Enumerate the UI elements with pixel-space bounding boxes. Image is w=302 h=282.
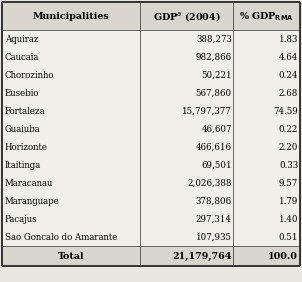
Text: Total: Total	[58, 252, 84, 261]
Bar	[2, 210, 300, 228]
Text: Guaiuba: Guaiuba	[5, 125, 40, 134]
Text: Maracanau: Maracanau	[5, 179, 53, 188]
Text: 2,026,388: 2,026,388	[187, 179, 232, 188]
Text: 0.22: 0.22	[279, 125, 298, 134]
Text: 1.40: 1.40	[278, 215, 298, 224]
Text: 50,221: 50,221	[201, 71, 232, 80]
Text: Municipalities: Municipalities	[33, 12, 109, 21]
Bar	[2, 48, 300, 66]
Bar	[2, 246, 300, 266]
Text: 2.20: 2.20	[279, 143, 298, 152]
Text: 21,179,764: 21,179,764	[172, 252, 232, 261]
Bar	[2, 2, 300, 30]
Text: 297,314: 297,314	[196, 215, 232, 224]
Bar	[2, 266, 300, 280]
Text: 388,273: 388,273	[196, 35, 232, 44]
Bar	[2, 138, 300, 156]
Text: Caucaia: Caucaia	[5, 53, 39, 62]
Bar	[2, 174, 300, 192]
Text: 4.64: 4.64	[279, 53, 298, 62]
Text: 2.68: 2.68	[279, 89, 298, 98]
Bar	[2, 156, 300, 174]
Text: Horizonte: Horizonte	[5, 143, 48, 152]
Text: 378,806: 378,806	[196, 197, 232, 206]
Bar	[2, 120, 300, 138]
Text: 466,616: 466,616	[196, 143, 232, 152]
Bar	[2, 192, 300, 210]
Text: Pacajus: Pacajus	[5, 215, 37, 224]
Text: 69,501: 69,501	[201, 161, 232, 170]
Bar	[2, 30, 300, 48]
Text: Maranguape: Maranguape	[5, 197, 59, 206]
Text: 100.0: 100.0	[268, 252, 298, 261]
Text: 982,866: 982,866	[196, 53, 232, 62]
Text: Eusebio: Eusebio	[5, 89, 39, 98]
Text: 1.79: 1.79	[279, 197, 298, 206]
Text: 107,935: 107,935	[196, 233, 232, 242]
Text: 0.33: 0.33	[279, 161, 298, 170]
Text: 1.83: 1.83	[279, 35, 298, 44]
Bar	[2, 102, 300, 120]
Text: 567,860: 567,860	[196, 89, 232, 98]
Text: 15,797,377: 15,797,377	[182, 107, 232, 116]
Text: Chorozinho: Chorozinho	[5, 71, 54, 80]
Text: 74.59: 74.59	[273, 107, 298, 116]
Text: Fortaleza: Fortaleza	[5, 107, 46, 116]
Text: 0.51: 0.51	[278, 233, 298, 242]
Bar	[2, 66, 300, 84]
Text: % GDP$_{\mathbf{RMA}}$: % GDP$_{\mathbf{RMA}}$	[239, 10, 294, 23]
Text: Itaitinga: Itaitinga	[5, 161, 41, 170]
Text: 9.57: 9.57	[279, 179, 298, 188]
Text: 0.24: 0.24	[279, 71, 298, 80]
Text: 46,607: 46,607	[201, 125, 232, 134]
Text: GDP$^a$ (2004): GDP$^a$ (2004)	[153, 10, 220, 23]
Bar	[2, 228, 300, 246]
Text: Aquiraz: Aquiraz	[5, 35, 38, 44]
Bar	[2, 84, 300, 102]
Text: Sao Goncalo do Amarante: Sao Goncalo do Amarante	[5, 233, 117, 242]
